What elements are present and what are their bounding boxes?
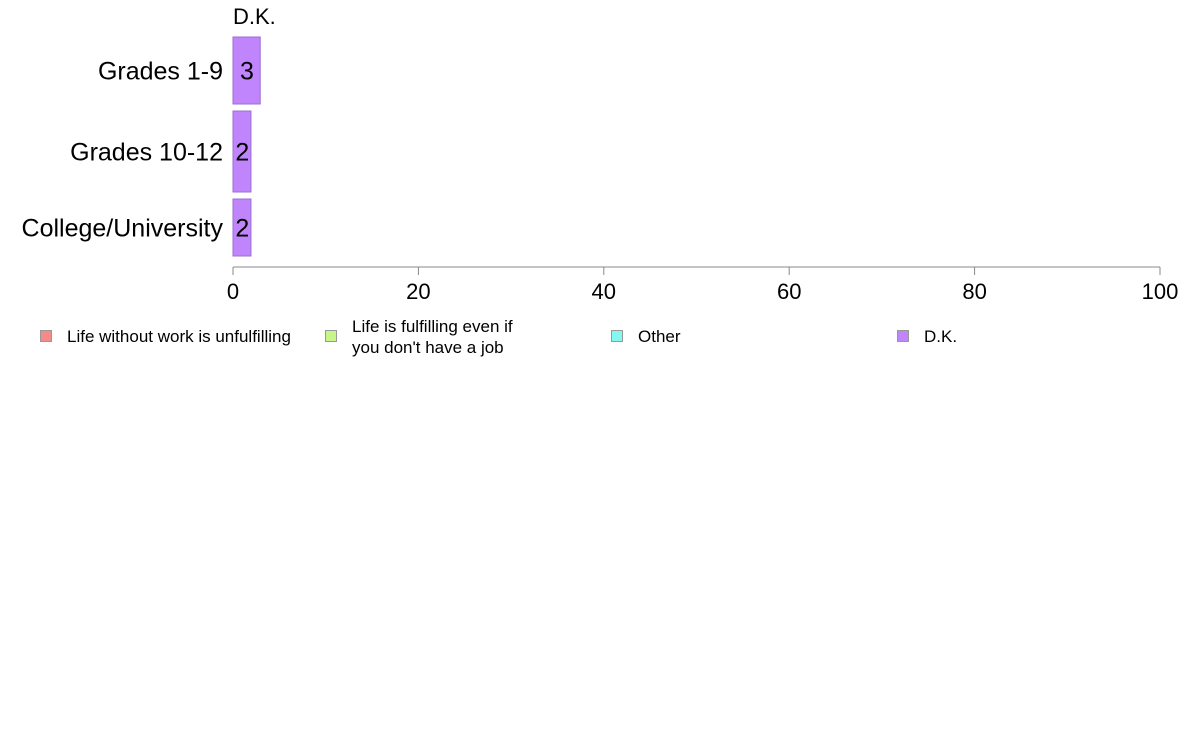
panel-title: D.K. [233, 4, 276, 29]
category-label: College/University [22, 215, 224, 243]
category-label: Grades 1-9 [98, 58, 223, 86]
legend-item-life-without-work: Life without work is unfulfilling [40, 318, 291, 347]
legend-item-dk: D.K. [897, 318, 957, 347]
bar [232, 36, 261, 105]
x-tick-label: 80 [962, 279, 986, 304]
legend-label: Life is fulfilling even if you don't hav… [352, 317, 513, 357]
bar-chart: D.K. Grades 1-9 Grades 10-12 College/Unive… [22, 4, 1179, 304]
legend-item-life-is-fulfilling: Life is fulfilling even if you don't hav… [325, 317, 513, 358]
bar-value-label: 3 [240, 58, 254, 86]
legend-item-other: Other [611, 318, 681, 347]
legend-swatch [40, 330, 52, 342]
x-tick-label: 100 [1142, 279, 1179, 304]
x-tick-label: 60 [777, 279, 801, 304]
legend-label: D.K. [924, 327, 958, 346]
legend-label: Other [638, 327, 681, 346]
category-label: Grades 10-12 [70, 139, 223, 167]
x-tick-label: 40 [592, 279, 616, 304]
x-tick-label: 20 [406, 279, 430, 304]
bar [232, 198, 252, 257]
legend-label: Life without work is unfulfilling [67, 327, 291, 346]
x-tick-label: 0 [227, 279, 239, 304]
legend-swatch [611, 330, 623, 342]
bar-value-label: 2 [235, 215, 249, 243]
bar-value-label: 2 [235, 139, 249, 167]
legend: Life without work is unfulfilling Life i… [0, 317, 1188, 368]
legend-swatch [897, 330, 909, 342]
legend-swatch [325, 330, 337, 342]
bar [232, 110, 252, 193]
